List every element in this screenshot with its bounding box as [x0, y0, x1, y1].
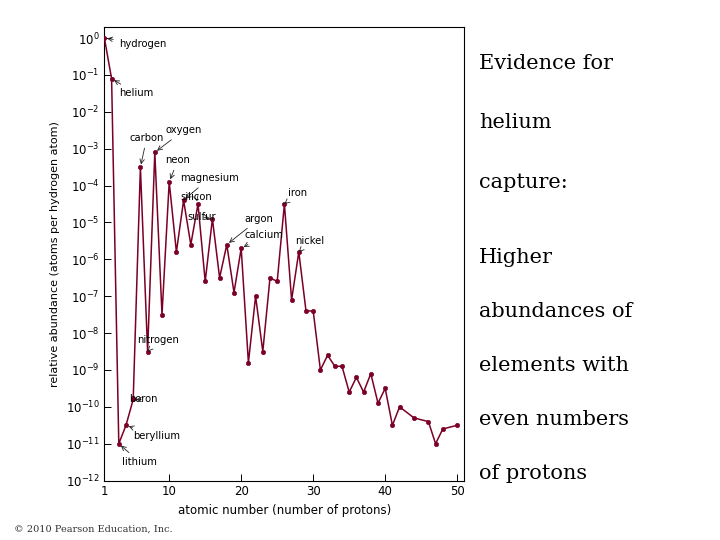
Text: Higher: Higher [479, 248, 553, 267]
X-axis label: atomic number (number of protons): atomic number (number of protons) [178, 504, 391, 517]
Text: beryllium: beryllium [130, 426, 180, 441]
Text: hydrogen: hydrogen [108, 37, 166, 49]
Text: calcium: calcium [244, 231, 284, 246]
Text: boron: boron [130, 395, 158, 404]
Text: capture:: capture: [479, 173, 567, 192]
Text: lithium: lithium [122, 446, 157, 467]
Y-axis label: relative abundance (atoms per hydrogen atom): relative abundance (atoms per hydrogen a… [50, 121, 60, 387]
Text: neon: neon [166, 155, 191, 179]
Text: helium: helium [479, 113, 552, 132]
Text: magnesium: magnesium [180, 173, 239, 198]
Text: argon: argon [230, 214, 274, 242]
Text: nitrogen: nitrogen [137, 335, 179, 351]
Text: iron: iron [285, 188, 307, 204]
Text: of protons: of protons [479, 464, 587, 483]
Text: silicon: silicon [180, 192, 212, 201]
Text: helium: helium [114, 80, 153, 98]
Text: © 2010 Pearson Education, Inc.: © 2010 Pearson Education, Inc. [14, 525, 173, 534]
Text: elements with: elements with [479, 356, 629, 375]
Text: carbon: carbon [130, 133, 164, 164]
Text: Evidence for: Evidence for [479, 54, 613, 73]
Text: abundances of: abundances of [479, 302, 632, 321]
Text: oxygen: oxygen [158, 125, 202, 150]
Text: even numbers: even numbers [479, 410, 629, 429]
Text: nickel: nickel [295, 236, 324, 251]
Text: sulfur: sulfur [187, 212, 216, 222]
